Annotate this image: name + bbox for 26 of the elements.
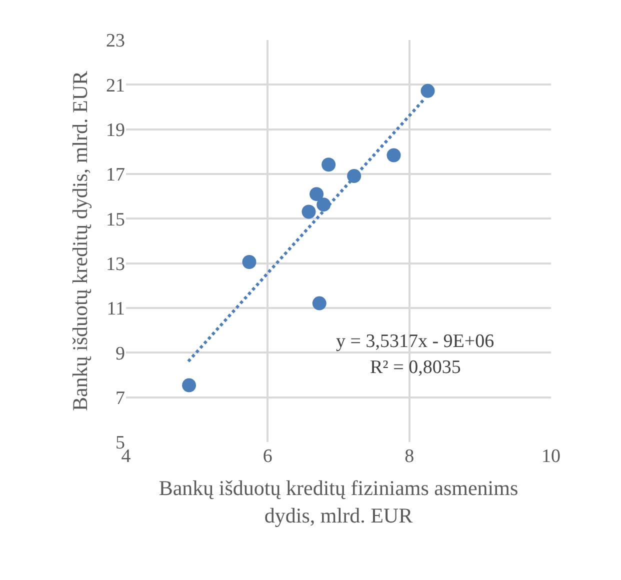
x-tick-label: 6 [262,446,272,467]
y-tick-label: 13 [106,254,125,275]
y-tick-label: 21 [106,75,125,96]
annotation: R² = 0,8035 [370,357,461,378]
y-axis-title: Bankų išduotų kreditų dydis, mlrd. EUR [68,70,92,412]
point [182,378,196,392]
y-tick-label: 9 [116,343,125,364]
y-tick-label: 11 [106,298,125,320]
x-tick-label: 10 [542,446,560,467]
point [322,158,336,172]
annotation: y = 3,5317x - 9E+06 [336,331,494,352]
point [310,187,324,202]
y-tick-label: 5 [116,432,125,454]
y-tick-label: 23 [106,30,125,52]
point [316,198,331,212]
point [312,296,326,310]
y-tick-label: 7 [116,388,125,409]
x-axis-title: Bankų išduotų kreditų fiziniams asmenims dydis, mlrd. EUR [158,476,518,528]
y-tick-label: 19 [106,120,125,141]
y-tick-label: 15 [106,209,125,230]
point [302,204,316,219]
point [420,84,435,98]
y-tick-label: 17 [106,164,125,186]
point [386,148,401,162]
point [242,254,256,269]
x-tick-label: 8 [404,446,414,467]
